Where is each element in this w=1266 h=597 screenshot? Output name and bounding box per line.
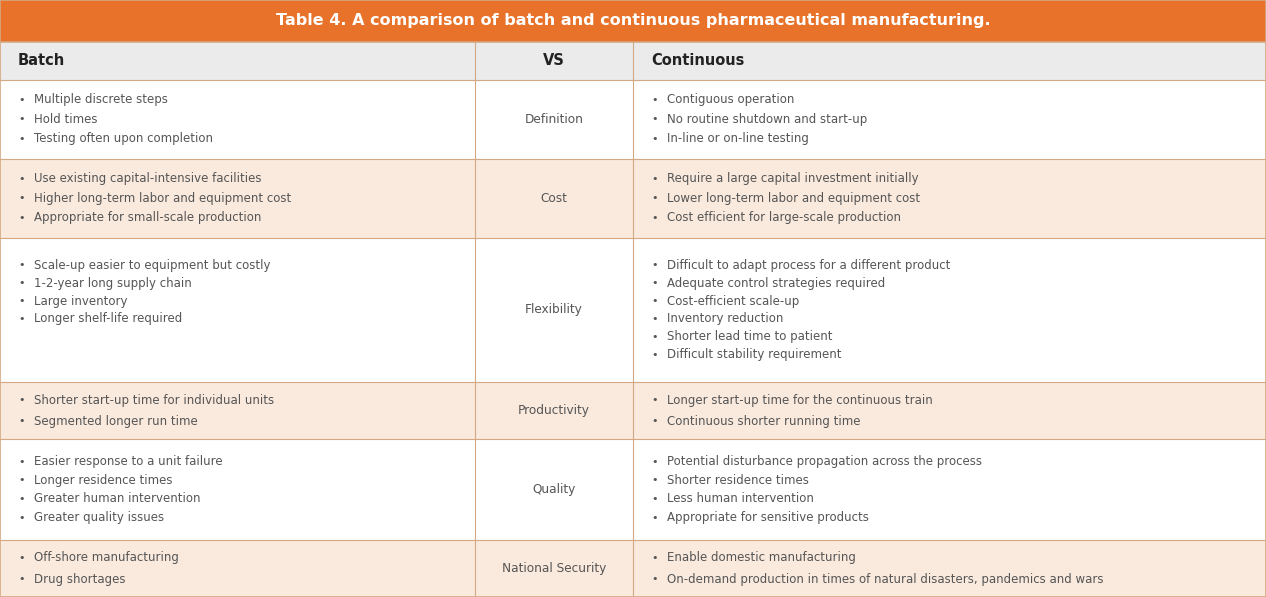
Text: •: • [651, 574, 657, 584]
Text: •: • [18, 260, 24, 270]
Text: In-line or on-line testing: In-line or on-line testing [667, 133, 809, 146]
Text: •: • [18, 115, 24, 124]
Text: •: • [18, 475, 24, 485]
Text: Adequate control strategies required: Adequate control strategies required [667, 277, 885, 290]
Text: •: • [651, 395, 657, 405]
Text: •: • [18, 513, 24, 522]
Text: •: • [651, 332, 657, 341]
Text: Productivity: Productivity [518, 404, 590, 417]
Text: Shorter lead time to patient: Shorter lead time to patient [667, 330, 833, 343]
Text: •: • [651, 213, 657, 223]
Text: •: • [651, 193, 657, 204]
Text: •: • [18, 296, 24, 306]
Text: •: • [651, 494, 657, 504]
Text: •: • [18, 193, 24, 204]
Text: Longer shelf-life required: Longer shelf-life required [34, 312, 182, 325]
Text: National Security: National Security [501, 562, 606, 575]
Text: •: • [651, 314, 657, 324]
Text: •: • [651, 416, 657, 426]
Bar [0, 42, 1266, 80]
Text: Large inventory: Large inventory [34, 294, 128, 307]
Text: Longer start-up time for the continuous train: Longer start-up time for the continuous … [667, 393, 933, 407]
Text: Less human intervention: Less human intervention [667, 493, 814, 506]
Bar [0, 439, 1266, 540]
Text: Multiple discrete steps: Multiple discrete steps [34, 94, 168, 106]
Text: •: • [18, 574, 24, 584]
Text: Difficult to adapt process for a different product: Difficult to adapt process for a differe… [667, 259, 951, 272]
Text: Continuous: Continuous [651, 54, 744, 69]
Text: •: • [18, 553, 24, 563]
Text: •: • [651, 349, 657, 359]
Text: •: • [651, 475, 657, 485]
Text: Cost-efficient scale-up: Cost-efficient scale-up [667, 294, 799, 307]
Text: •: • [651, 457, 657, 467]
Text: Longer residence times: Longer residence times [34, 474, 172, 487]
Text: •: • [651, 134, 657, 144]
Text: Cost: Cost [541, 192, 567, 205]
Text: •: • [18, 134, 24, 144]
Text: Segmented longer run time: Segmented longer run time [34, 415, 197, 428]
Text: 1-2-year long supply chain: 1-2-year long supply chain [34, 277, 191, 290]
Text: Hold times: Hold times [34, 113, 97, 126]
Bar [0, 159, 1266, 238]
Bar [0, 540, 1266, 597]
Text: Inventory reduction: Inventory reduction [667, 312, 784, 325]
Text: Off-shore manufacturing: Off-shore manufacturing [34, 552, 179, 564]
Text: •: • [651, 513, 657, 522]
Text: Appropriate for small-scale production: Appropriate for small-scale production [34, 211, 261, 224]
Text: Appropriate for sensitive products: Appropriate for sensitive products [667, 511, 868, 524]
Bar [0, 80, 1266, 159]
Text: •: • [18, 457, 24, 467]
Text: •: • [18, 395, 24, 405]
Text: Difficult stability requirement: Difficult stability requirement [667, 348, 842, 361]
Text: Enable domestic manufacturing: Enable domestic manufacturing [667, 552, 856, 564]
Text: •: • [651, 278, 657, 288]
Bar [0, 238, 1266, 382]
Text: Batch: Batch [18, 54, 66, 69]
Text: Cost efficient for large-scale production: Cost efficient for large-scale productio… [667, 211, 901, 224]
Text: •: • [18, 95, 24, 105]
Text: •: • [18, 174, 24, 184]
Text: Lower long-term labor and equipment cost: Lower long-term labor and equipment cost [667, 192, 920, 205]
Text: •: • [651, 553, 657, 563]
Text: Easier response to a unit failure: Easier response to a unit failure [34, 455, 223, 468]
Text: •: • [18, 278, 24, 288]
Bar [0, 0, 1266, 42]
Text: Contiguous operation: Contiguous operation [667, 94, 794, 106]
Text: •: • [18, 314, 24, 324]
Text: Use existing capital-intensive facilities: Use existing capital-intensive facilitie… [34, 173, 262, 186]
Text: •: • [651, 296, 657, 306]
Text: Potential disturbance propagation across the process: Potential disturbance propagation across… [667, 455, 982, 468]
Text: •: • [18, 213, 24, 223]
Text: Testing often upon completion: Testing often upon completion [34, 133, 213, 146]
Text: VS: VS [543, 54, 565, 69]
Text: Shorter residence times: Shorter residence times [667, 474, 809, 487]
Text: Greater human intervention: Greater human intervention [34, 493, 200, 506]
Text: Flexibility: Flexibility [525, 303, 582, 316]
Text: •: • [18, 416, 24, 426]
Text: Table 4. A comparison of batch and continuous pharmaceutical manufacturing.: Table 4. A comparison of batch and conti… [276, 14, 990, 29]
Text: Require a large capital investment initially: Require a large capital investment initi… [667, 173, 919, 186]
Text: •: • [651, 95, 657, 105]
Text: Shorter start-up time for individual units: Shorter start-up time for individual uni… [34, 393, 275, 407]
Text: •: • [18, 494, 24, 504]
Text: No routine shutdown and start-up: No routine shutdown and start-up [667, 113, 867, 126]
Text: •: • [651, 174, 657, 184]
Text: On-demand production in times of natural disasters, pandemics and wars: On-demand production in times of natural… [667, 573, 1104, 586]
Text: Drug shortages: Drug shortages [34, 573, 125, 586]
Text: Quality: Quality [532, 483, 576, 496]
Text: Continuous shorter running time: Continuous shorter running time [667, 415, 861, 428]
Text: Higher long-term labor and equipment cost: Higher long-term labor and equipment cos… [34, 192, 291, 205]
Text: •: • [651, 115, 657, 124]
Text: Definition: Definition [524, 113, 584, 126]
Text: Scale-up easier to equipment but costly: Scale-up easier to equipment but costly [34, 259, 271, 272]
Bar [0, 382, 1266, 439]
Text: Greater quality issues: Greater quality issues [34, 511, 165, 524]
Text: •: • [651, 260, 657, 270]
